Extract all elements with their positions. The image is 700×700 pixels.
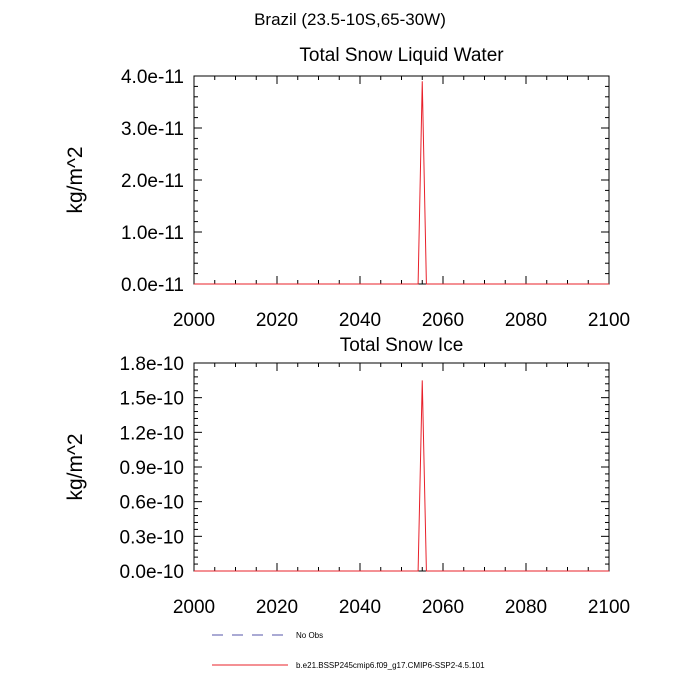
panel-2-frame	[193, 362, 610, 572]
panel-2-ytick-label: 1.5e-10	[120, 389, 184, 410]
panel-1-ytick-label: 0.0e-11	[121, 275, 184, 296]
figure-title: Brazil (23.5-10S,65-30W)	[254, 10, 446, 29]
panel-1-xtick-label: 2020	[256, 310, 298, 331]
panel-1-ytick-label: 4.0e-11	[121, 67, 184, 88]
panel-2-ytick-label: 0.0e-10	[120, 562, 184, 583]
panel-2-xtick-label: 2080	[505, 597, 547, 618]
panel-2-xtick-label: 2000	[173, 597, 215, 618]
panel-1-frame	[193, 75, 610, 285]
panel-1-ytick-label: 2.0e-11	[121, 171, 184, 192]
panel-2-xtick-label: 2020	[256, 597, 298, 618]
panel-2-ytick-label: 0.9e-10	[120, 458, 184, 479]
panel-2-xtick-label: 2060	[422, 597, 464, 618]
legend-label-2: b.e21.BSSP245cmip6.f09_g17.CMIP6-SSP2-4.…	[296, 661, 485, 670]
panel-2-xtick-label: 2040	[339, 597, 381, 618]
panel-2-ytick-label: 0.3e-10	[120, 527, 184, 548]
panel-1-xtick-label: 2040	[339, 310, 381, 331]
panel-1-xtick-label: 2100	[588, 310, 630, 331]
panel-1-series-line-1	[194, 81, 609, 285]
panel-2-ytick-label: 1.8e-10	[120, 354, 184, 375]
panel-1-ylabel: kg/m^2	[64, 146, 87, 213]
legend-label-1: No Obs	[296, 631, 323, 640]
panel-1-xtick-label: 2080	[505, 310, 547, 331]
panel-2-title: Total Snow Ice	[340, 335, 464, 356]
panel-1-xtick-label: 2000	[173, 310, 215, 331]
panel-1-title: Total Snow Liquid Water	[299, 45, 504, 66]
panel-1-ytick-label: 3.0e-11	[121, 119, 184, 140]
panel-1-xtick-label: 2060	[422, 310, 464, 331]
panel-2-ytick-label: 1.2e-10	[120, 423, 184, 444]
panel-2-ytick-label: 0.6e-10	[120, 493, 184, 514]
panel-2-xtick-label: 2100	[588, 597, 630, 618]
panel-2-series-line-1	[194, 380, 609, 572]
panel-1-ytick-label: 1.0e-11	[121, 223, 184, 244]
panel-2-ylabel: kg/m^2	[64, 433, 87, 500]
